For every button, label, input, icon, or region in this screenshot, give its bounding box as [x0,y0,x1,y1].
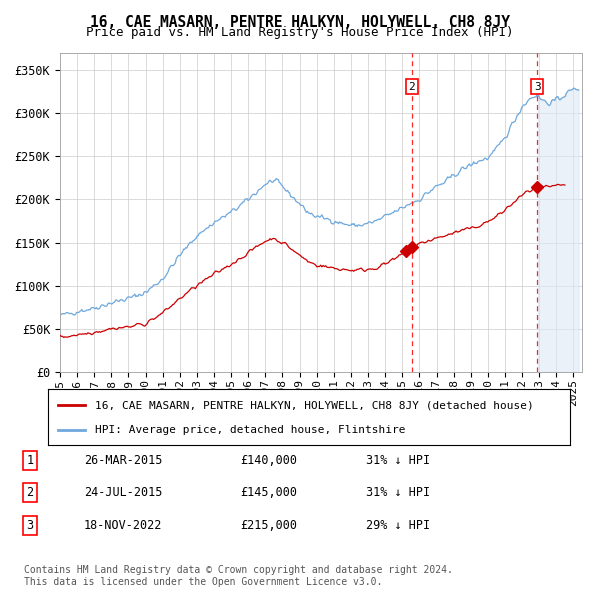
Text: £145,000: £145,000 [240,486,297,499]
Text: Price paid vs. HM Land Registry's House Price Index (HPI): Price paid vs. HM Land Registry's House … [86,26,514,39]
Text: £140,000: £140,000 [240,454,297,467]
Text: 2: 2 [409,81,415,91]
Text: Contains HM Land Registry data © Crown copyright and database right 2024.
This d: Contains HM Land Registry data © Crown c… [24,565,453,587]
Text: 3: 3 [26,519,34,532]
Text: 29% ↓ HPI: 29% ↓ HPI [366,519,430,532]
Text: 31% ↓ HPI: 31% ↓ HPI [366,486,430,499]
Text: 2: 2 [26,486,34,499]
Text: 16, CAE MASARN, PENTRE HALKYN, HOLYWELL, CH8 8JY: 16, CAE MASARN, PENTRE HALKYN, HOLYWELL,… [90,15,510,30]
Text: 16, CAE MASARN, PENTRE HALKYN, HOLYWELL, CH8 8JY (detached house): 16, CAE MASARN, PENTRE HALKYN, HOLYWELL,… [95,400,534,410]
Text: 18-NOV-2022: 18-NOV-2022 [84,519,163,532]
Text: 3: 3 [534,81,541,91]
Text: 31% ↓ HPI: 31% ↓ HPI [366,454,430,467]
Text: 1: 1 [26,454,34,467]
Text: 26-MAR-2015: 26-MAR-2015 [84,454,163,467]
Text: £215,000: £215,000 [240,519,297,532]
Text: HPI: Average price, detached house, Flintshire: HPI: Average price, detached house, Flin… [95,425,406,435]
Text: 24-JUL-2015: 24-JUL-2015 [84,486,163,499]
